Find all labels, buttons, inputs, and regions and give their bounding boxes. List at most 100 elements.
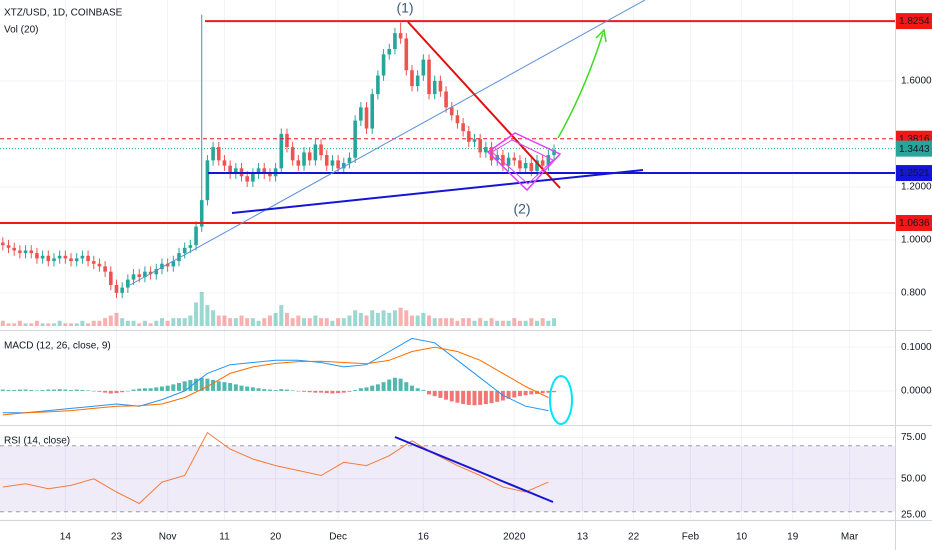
histogram-bar — [114, 390, 119, 394]
volume-bar — [387, 312, 392, 326]
histogram-bar — [404, 382, 409, 391]
price-label: 1.8254 — [899, 16, 930, 27]
volume-bar — [177, 318, 181, 326]
candle-body — [268, 173, 272, 177]
pane-title: RSI (14, close) — [4, 436, 70, 447]
histogram-bar — [177, 383, 181, 391]
volume-bar — [57, 320, 62, 326]
histogram-bar — [267, 389, 272, 391]
x-tick-label: Nov — [159, 532, 177, 543]
histogram-bar — [364, 387, 369, 391]
price-label: 1.3443 — [899, 144, 930, 155]
volume-bar — [552, 318, 557, 326]
volume-bar — [97, 320, 102, 326]
candle-body — [262, 168, 267, 174]
candle-body — [137, 274, 142, 277]
rsi-trend-line — [394, 436, 554, 503]
pattern-box — [486, 132, 562, 192]
candle-body — [35, 253, 39, 259]
histogram-bar — [478, 390, 483, 405]
histogram-bar — [250, 387, 255, 391]
candle-body — [307, 152, 312, 161]
volume-bar — [523, 320, 528, 326]
y-tick-label: 0.800 — [901, 288, 926, 299]
candle-body — [484, 147, 488, 153]
candle-body — [177, 253, 181, 262]
x-tick-label: 20 — [270, 532, 282, 543]
volume-bar — [86, 323, 91, 326]
wave-label: (1) — [396, 0, 413, 16]
y-tick-label: 0.1000 — [901, 342, 932, 353]
volume-bar — [120, 318, 125, 326]
pane-subtitle: Vol (20) — [4, 25, 38, 36]
histogram-bar — [142, 388, 147, 391]
x-tick-label: 14 — [60, 532, 72, 543]
price-label: 1.2521 — [899, 168, 930, 179]
candle-body — [69, 258, 73, 262]
price-label-box — [896, 140, 932, 157]
candle-body — [222, 160, 227, 166]
indicator-line — [2, 431, 549, 505]
volume-bar — [29, 323, 34, 326]
histogram-bar — [489, 390, 494, 404]
candle-body — [387, 49, 392, 55]
volume-bar — [154, 320, 159, 326]
candle-body — [143, 271, 147, 277]
volume-bar — [302, 318, 307, 326]
candle-body — [29, 250, 34, 254]
histogram-bar — [415, 388, 420, 391]
histogram-bar — [245, 386, 250, 391]
histogram-bar — [540, 390, 545, 394]
candle-body — [523, 163, 528, 169]
histogram-bar — [222, 382, 227, 391]
volume-bar — [205, 305, 210, 326]
volume-bar — [535, 320, 539, 326]
histogram-bar — [358, 388, 363, 391]
candle-body — [518, 160, 522, 169]
histogram-bar — [171, 384, 176, 391]
volume-bar — [296, 315, 301, 326]
volume-bar — [438, 318, 443, 326]
candle-body — [165, 263, 170, 267]
histogram-bar — [108, 390, 113, 394]
candle-body — [296, 160, 301, 166]
x-tick-label: 23 — [111, 532, 123, 543]
histogram-bar — [432, 390, 437, 397]
x-tick-label: Dec — [329, 532, 347, 543]
volume-bar — [108, 315, 113, 326]
histogram-bar — [69, 390, 74, 391]
histogram-bar — [546, 390, 551, 393]
x-tick-label: Feb — [682, 532, 700, 543]
price-label-box — [896, 13, 932, 30]
price-label-box — [896, 215, 932, 232]
volume-bar — [472, 320, 477, 326]
volume-bar — [273, 312, 278, 326]
volume-bar — [330, 320, 335, 326]
chart-layer — [0, 0, 895, 521]
candle-body — [97, 263, 102, 267]
candle-body — [234, 168, 238, 174]
candle-body — [91, 261, 96, 264]
candle-body — [347, 157, 352, 164]
histogram-bar — [159, 386, 164, 391]
candle-body — [103, 266, 107, 272]
candle-body — [251, 173, 255, 182]
histogram-bar — [97, 390, 102, 392]
volume-bar — [449, 318, 454, 326]
volume-bar — [546, 320, 551, 326]
histogram-bar — [262, 389, 267, 391]
pane-title: MACD (12, 26, close, 9) — [4, 341, 111, 352]
volume-bar — [12, 323, 17, 326]
volume-bar — [483, 320, 488, 326]
volume-bar — [489, 318, 494, 326]
histogram-bar — [330, 390, 335, 394]
volume-bar — [341, 318, 346, 326]
candle-body — [279, 133, 284, 169]
volume-bar — [336, 318, 341, 326]
candle-body — [415, 75, 420, 87]
volume-bar — [415, 315, 420, 326]
candle-body — [199, 200, 204, 227]
histogram-bar — [307, 390, 312, 393]
histogram-bar — [40, 390, 45, 391]
